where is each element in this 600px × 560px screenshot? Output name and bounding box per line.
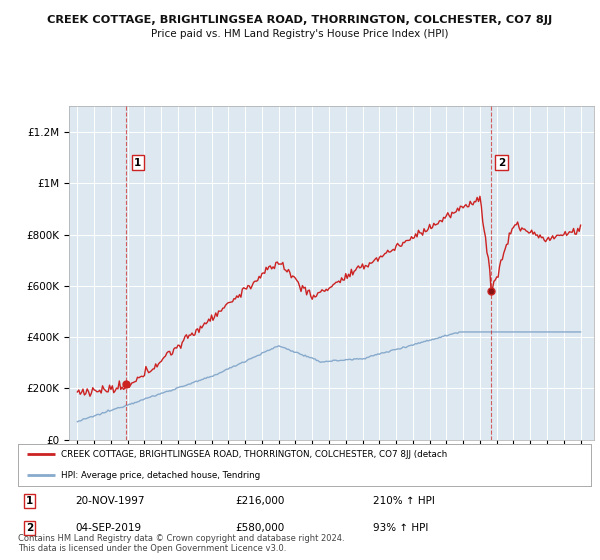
Text: 210% ↑ HPI: 210% ↑ HPI [373, 496, 435, 506]
Text: 93% ↑ HPI: 93% ↑ HPI [373, 523, 428, 533]
Text: 1: 1 [26, 496, 33, 506]
Text: CREEK COTTAGE, BRIGHTLINGSEA ROAD, THORRINGTON, COLCHESTER, CO7 8JJ: CREEK COTTAGE, BRIGHTLINGSEA ROAD, THORR… [47, 15, 553, 25]
Text: 04-SEP-2019: 04-SEP-2019 [76, 523, 142, 533]
Text: 2: 2 [26, 523, 33, 533]
Text: Price paid vs. HM Land Registry's House Price Index (HPI): Price paid vs. HM Land Registry's House … [151, 29, 449, 39]
Text: £580,000: £580,000 [236, 523, 285, 533]
Text: 20-NOV-1997: 20-NOV-1997 [76, 496, 145, 506]
Text: 2: 2 [498, 158, 505, 168]
Text: HPI: Average price, detached house, Tendring: HPI: Average price, detached house, Tend… [61, 472, 260, 480]
Text: 1: 1 [134, 158, 142, 168]
Text: Contains HM Land Registry data © Crown copyright and database right 2024.
This d: Contains HM Land Registry data © Crown c… [18, 534, 344, 553]
Text: CREEK COTTAGE, BRIGHTLINGSEA ROAD, THORRINGTON, COLCHESTER, CO7 8JJ (detach: CREEK COTTAGE, BRIGHTLINGSEA ROAD, THORR… [61, 450, 447, 459]
Text: £216,000: £216,000 [236, 496, 285, 506]
